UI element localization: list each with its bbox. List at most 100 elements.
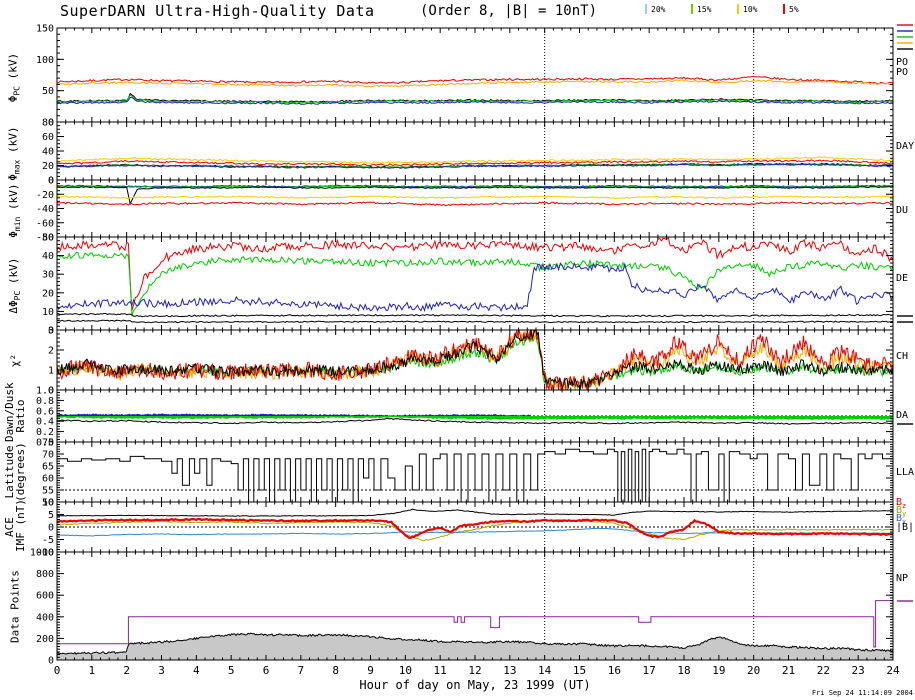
x-tick-label: 16 bbox=[608, 664, 621, 677]
series-ratio-black bbox=[56, 417, 894, 425]
y-tick-label: 2 bbox=[48, 346, 54, 357]
legend-label: 15% bbox=[697, 4, 712, 14]
y-tick-label: 50 bbox=[42, 86, 54, 97]
panel-ylabel-phi_max: Φmax (kV) bbox=[6, 126, 22, 181]
series-ratio-blue-band bbox=[57, 413, 531, 416]
legend-color-tick bbox=[783, 4, 785, 14]
x-tick-label: 2 bbox=[123, 664, 130, 677]
y-tick-label: 10 bbox=[42, 307, 54, 318]
y-tick-label: 55 bbox=[42, 486, 54, 497]
x-tick-label: 20 bbox=[747, 664, 760, 677]
panel-ylabel-delta_phi: ΔΦPC (kV) bbox=[6, 257, 22, 314]
panel-border-phi_pc bbox=[56, 27, 894, 123]
series-chi-red bbox=[56, 328, 894, 392]
y-tick-label: -40 bbox=[36, 204, 54, 215]
x-tick-label: 18 bbox=[677, 664, 690, 677]
right-axis-label: Bz bbox=[896, 497, 907, 511]
x-tick-label: 4 bbox=[193, 664, 200, 677]
y-tick-label: 0.8 bbox=[36, 396, 54, 407]
right-axis-label: PO bbox=[896, 57, 909, 68]
right-axis-label: DA bbox=[896, 410, 909, 421]
series-dphi-red bbox=[56, 236, 894, 311]
series-npoints-area bbox=[56, 632, 894, 655]
right-axis-label: By bbox=[896, 505, 907, 519]
y-tick-label: 30 bbox=[42, 270, 54, 281]
y-tick-label: -80 bbox=[36, 233, 54, 244]
series-min-black bbox=[56, 186, 894, 206]
legend-item: 15% bbox=[691, 4, 711, 14]
right-axis-label: DAY bbox=[896, 141, 915, 152]
y-tick-label: 100 bbox=[36, 55, 54, 66]
x-tick-label: 13 bbox=[503, 664, 516, 677]
y-tick-label: -10 bbox=[36, 548, 54, 559]
y-tick-label: 150 bbox=[36, 24, 54, 35]
y-tick-label: 1.0 bbox=[36, 386, 54, 397]
right-axis-label: DE bbox=[896, 273, 909, 284]
right-axis-label: NP bbox=[896, 573, 909, 584]
y-tick-label: 40 bbox=[42, 251, 54, 262]
x-tick-label: 7 bbox=[298, 664, 305, 677]
x-tick-label: 21 bbox=[782, 664, 795, 677]
series-lat-step bbox=[57, 448, 893, 503]
y-tick-label: 0.0 bbox=[36, 438, 54, 449]
y-tick-label: 75 bbox=[42, 438, 54, 449]
series-min-yellow bbox=[56, 195, 894, 199]
y-tick-label: 1000 bbox=[30, 548, 54, 559]
y-tick-label: 60 bbox=[42, 132, 54, 143]
series-min-red bbox=[56, 201, 894, 207]
panel-border-phi_min bbox=[56, 179, 894, 238]
right-axis-label: LLA bbox=[896, 467, 915, 478]
y-tick-label: 65 bbox=[42, 462, 54, 473]
x-tick-label: 6 bbox=[263, 664, 270, 677]
panel-ylabel-data_points: Data Points bbox=[8, 569, 22, 643]
series-chi-black bbox=[56, 329, 894, 391]
y-tick-label: 200 bbox=[36, 634, 54, 645]
x-tick-label: 23 bbox=[852, 664, 865, 677]
x-tick-label: 3 bbox=[158, 664, 165, 677]
series-max-red bbox=[56, 159, 894, 167]
right-axis-label: CH bbox=[896, 351, 909, 362]
legend-label: 10% bbox=[743, 4, 758, 14]
page-title: SuperDARN Ultra-High-Quality Data bbox=[60, 2, 375, 20]
legend-item: 20% bbox=[645, 4, 665, 14]
y-tick-label: -20 bbox=[36, 190, 54, 201]
y-tick-label: 0 bbox=[48, 176, 54, 187]
series-pc-10pct bbox=[56, 79, 894, 88]
legend-item: 5% bbox=[783, 4, 799, 14]
series-dphi-black2 bbox=[56, 319, 894, 324]
y-tick-label: 600 bbox=[36, 591, 54, 602]
x-tick-label: 17 bbox=[643, 664, 656, 677]
x-tick-label: 1 bbox=[89, 664, 96, 677]
series-max-blue bbox=[56, 163, 894, 169]
x-tick-label: 24 bbox=[886, 664, 900, 677]
y-tick-label: 0 bbox=[48, 386, 54, 397]
legend-color-tick bbox=[737, 4, 739, 14]
x-tick-label: 22 bbox=[817, 664, 830, 677]
y-tick-label: -5 bbox=[42, 535, 54, 546]
x-tick-label: 9 bbox=[367, 664, 374, 677]
right-axis-label: |B| bbox=[896, 522, 915, 533]
y-tick-label: 20 bbox=[42, 288, 54, 299]
legend-label: 5% bbox=[789, 4, 799, 14]
y-tick-label: 60 bbox=[42, 474, 54, 485]
series-imf-bz bbox=[56, 517, 894, 540]
x-tick-label: 5 bbox=[228, 664, 235, 677]
y-tick-label: 40 bbox=[42, 147, 54, 158]
y-tick-label: 50 bbox=[42, 498, 54, 509]
panel-border-phi_max bbox=[56, 121, 894, 181]
y-tick-label: 400 bbox=[36, 612, 54, 623]
x-tick-label: 0 bbox=[54, 664, 61, 677]
y-tick-label: 0 bbox=[48, 523, 54, 534]
right-axis-label: Bx bbox=[896, 513, 907, 527]
page-subtitle: (Order 8, |B| = 10nT) bbox=[420, 3, 598, 19]
legend-color-tick bbox=[691, 4, 693, 14]
y-tick-label: 70 bbox=[42, 450, 54, 461]
y-tick-label: 50 bbox=[42, 233, 54, 244]
series-pc-5pct bbox=[56, 75, 894, 85]
legend-label: 20% bbox=[651, 4, 666, 14]
series-dphi-black1 bbox=[56, 313, 894, 318]
series-npoints-area-fill bbox=[57, 633, 893, 660]
y-tick-label: 0 bbox=[48, 176, 54, 187]
